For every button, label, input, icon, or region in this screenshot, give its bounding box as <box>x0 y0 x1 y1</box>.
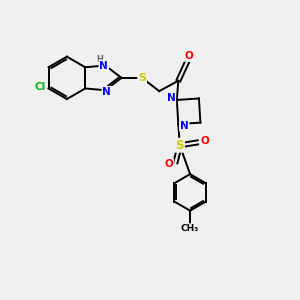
Text: CH₃: CH₃ <box>181 224 199 233</box>
Text: O: O <box>184 51 193 61</box>
Text: N: N <box>102 87 111 97</box>
Text: O: O <box>164 159 173 170</box>
Text: S: S <box>138 73 146 83</box>
Text: S: S <box>176 139 184 152</box>
Text: N: N <box>180 121 189 130</box>
Text: N: N <box>167 94 175 103</box>
Text: H: H <box>97 55 104 64</box>
Text: Cl: Cl <box>34 82 45 92</box>
Text: O: O <box>200 136 209 146</box>
Text: N: N <box>99 61 108 70</box>
